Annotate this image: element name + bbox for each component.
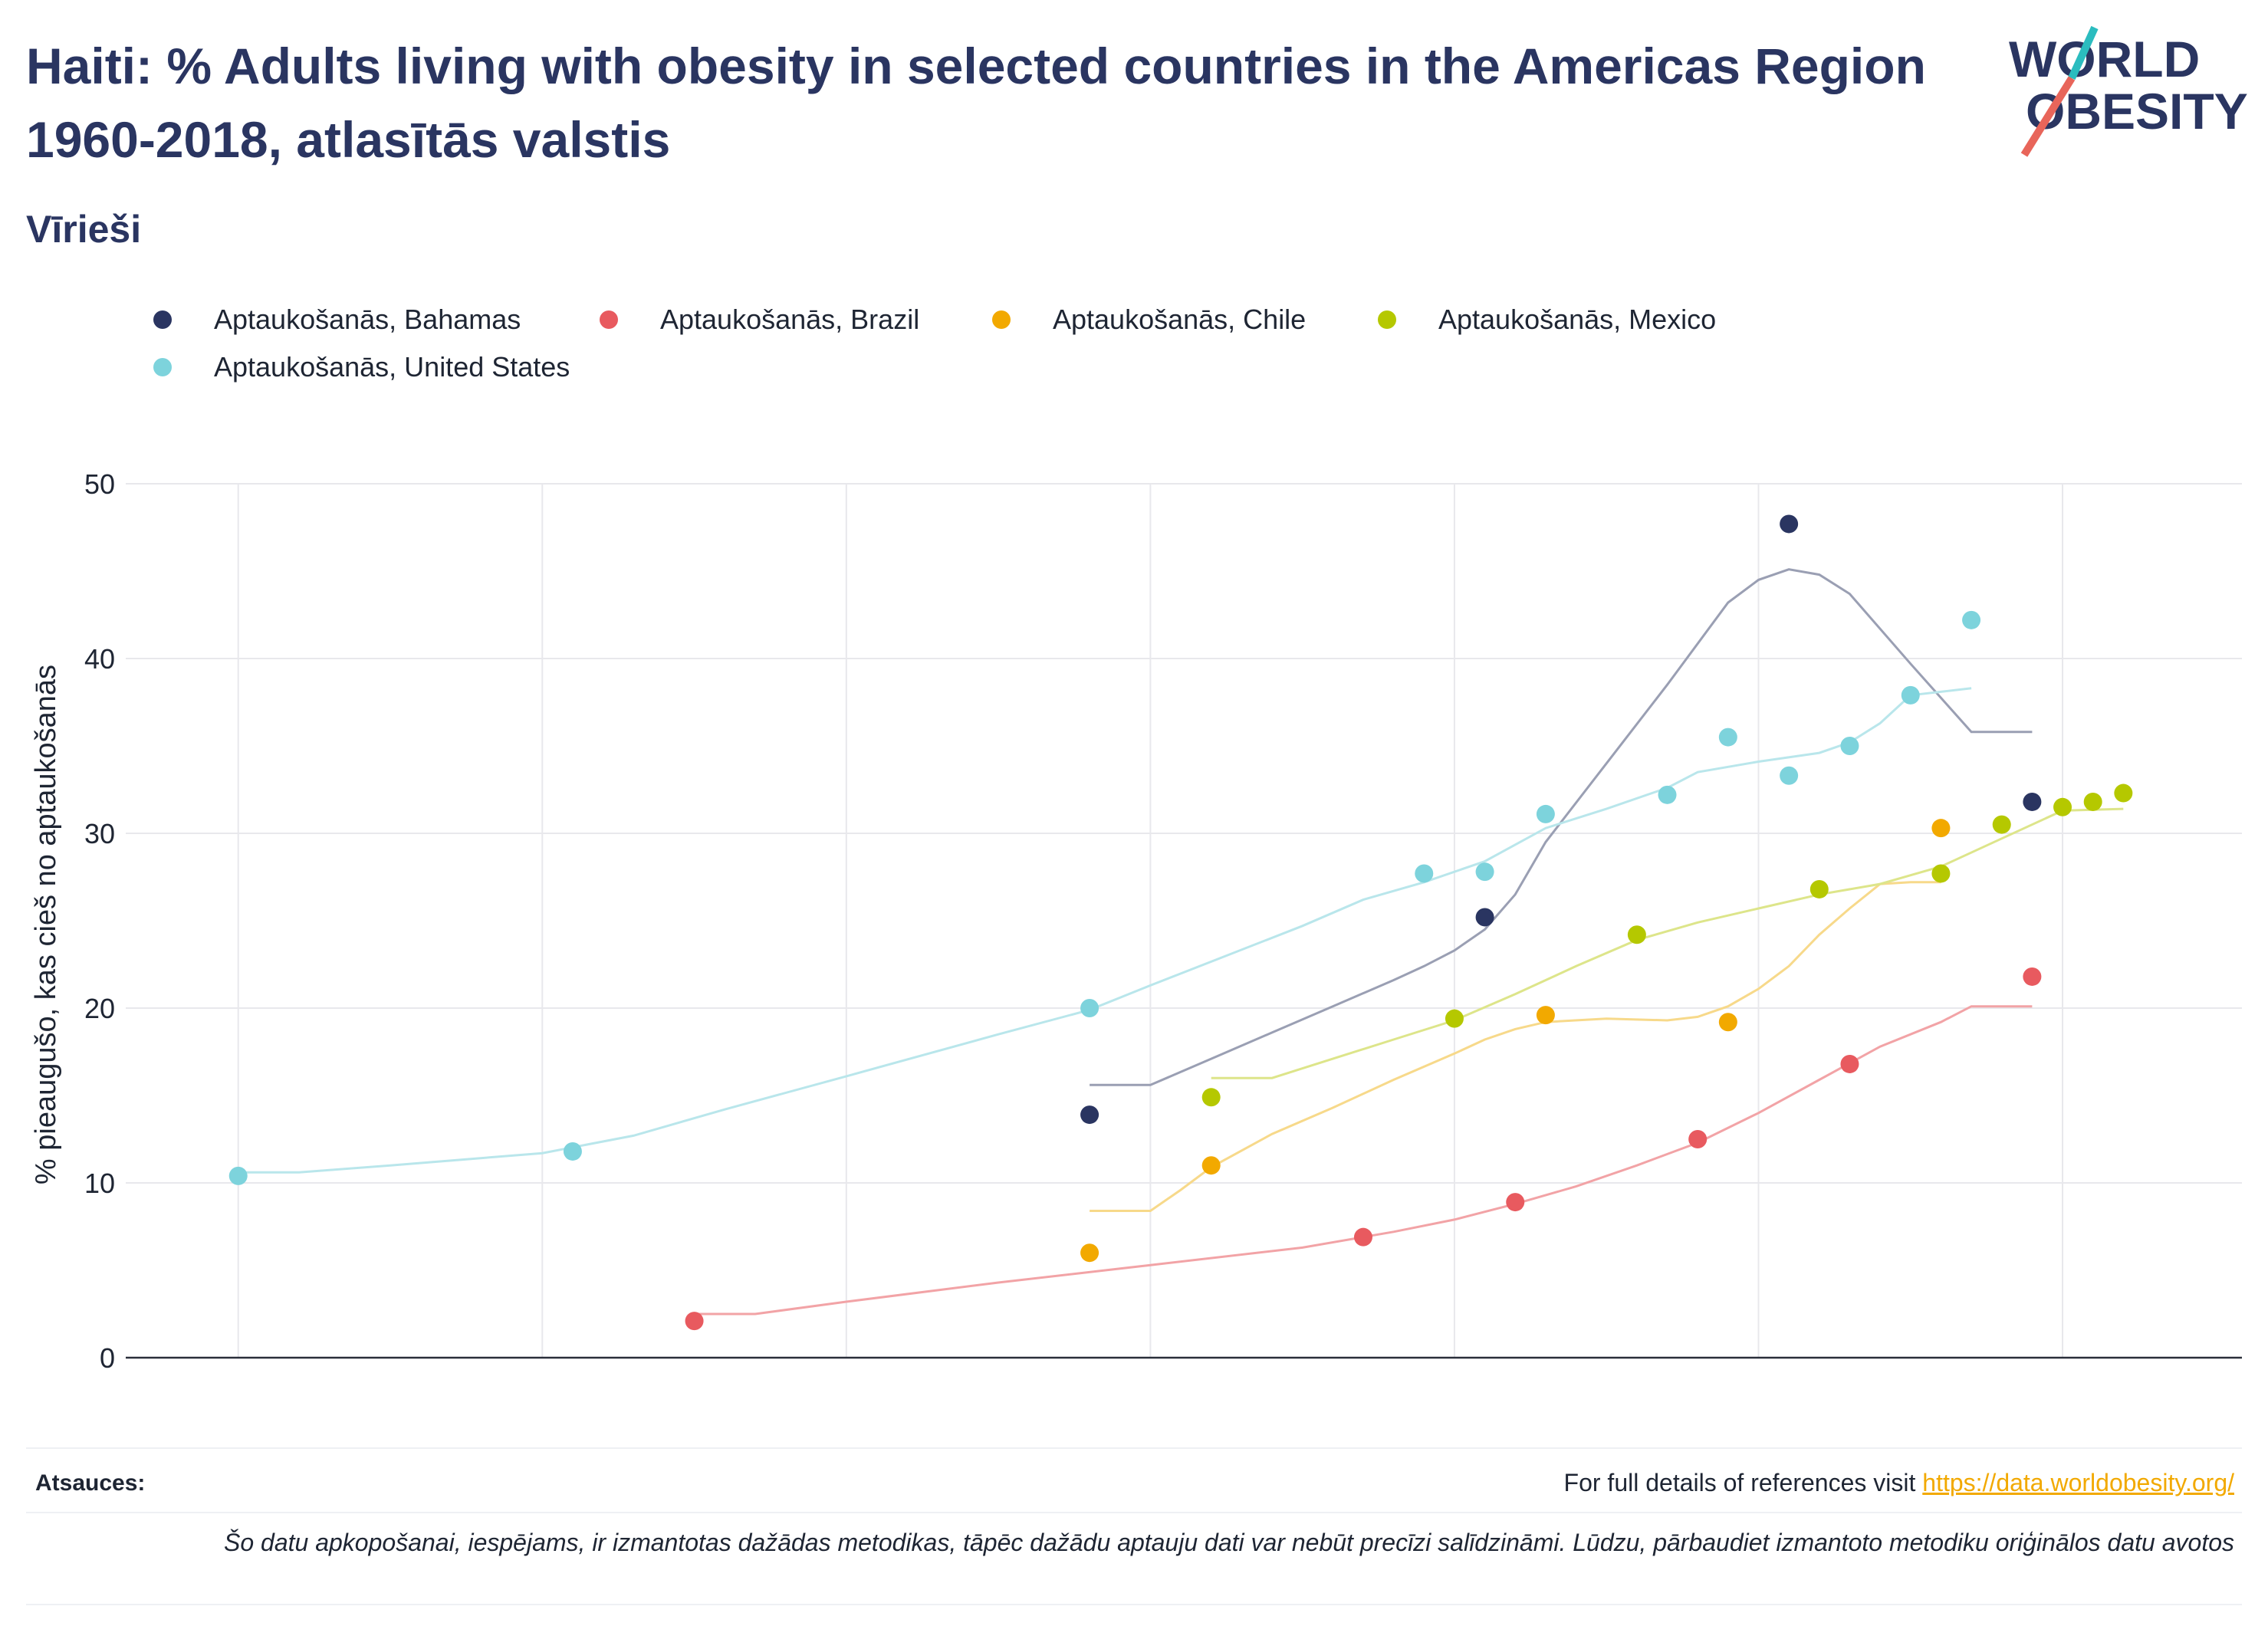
- x-tick-label: 1970: [511, 1367, 573, 1372]
- data-point: [1506, 1193, 1525, 1212]
- legend-marker: [992, 310, 1011, 329]
- references-label: Atsauces:: [35, 1470, 146, 1496]
- chart-subtitle: Vīrieši: [26, 208, 142, 251]
- x-tick-label: 1960: [208, 1367, 269, 1372]
- legend-label: Aptaukošanās, Chile: [1053, 304, 1307, 335]
- data-point: [1840, 1054, 1859, 1073]
- data-point: [2023, 967, 2042, 986]
- data-point: [685, 1312, 704, 1331]
- logo-line1: WORLD: [2009, 31, 2200, 87]
- x-tick-label: 2000: [1424, 1367, 1485, 1372]
- data-point: [1445, 1009, 1464, 1028]
- data-point: [1809, 879, 1829, 898]
- logo-slash-red: [2020, 76, 2076, 157]
- data-point: [1536, 1006, 1555, 1025]
- x-tick-label: 2010: [1727, 1367, 1789, 1372]
- legend-item[interactable]: Aptaukošanās, Chile: [992, 304, 1306, 336]
- legend-item[interactable]: Aptaukošanās, Bahamas: [153, 304, 521, 336]
- data-point: [1658, 785, 1677, 804]
- data-point: [228, 1166, 248, 1185]
- data-point: [1201, 1156, 1221, 1175]
- x-tick-label: 1980: [816, 1367, 877, 1372]
- y-axis-label: % pieaugušo, kas cieš no aptaukošanās: [30, 665, 62, 1184]
- methodology-note: Šo datu apkopošanai, iespējams, ir izman…: [224, 1529, 2234, 1556]
- logo-slash-teal: [2068, 25, 2099, 80]
- data-point: [1688, 1130, 1708, 1148]
- data-point: [1415, 864, 1434, 883]
- y-tick-label: 30: [84, 818, 115, 849]
- y-tick-label: 10: [84, 1168, 115, 1199]
- data-point: [2053, 797, 2072, 816]
- data-point: [1475, 862, 1494, 882]
- data-point: [1840, 737, 1859, 755]
- x-tick-labels: 1960 1970 1980 1990 2000 2010 2020: [208, 1367, 2093, 1372]
- legend-item[interactable]: Aptaukošanās, Brazil: [600, 304, 919, 336]
- data-point: [1201, 1088, 1221, 1107]
- legend-label: Aptaukošanās, Mexico: [1438, 304, 1717, 335]
- data-point: [1931, 864, 1951, 883]
- references-prefix: For full details of references visit: [1563, 1469, 1923, 1496]
- data-point: [2114, 783, 2133, 803]
- logo-line2: OBESITY: [2026, 83, 2248, 140]
- data-point: [1536, 804, 1555, 823]
- data-point: [1080, 1105, 1099, 1125]
- legend-item[interactable]: Aptaukošanās, Mexico: [1378, 304, 1716, 336]
- data-point: [563, 1141, 582, 1161]
- y-tick-label: 20: [84, 993, 115, 1024]
- legend-item[interactable]: Aptaukošanās, United States: [153, 351, 570, 383]
- data-point: [1080, 999, 1099, 1017]
- legend-marker: [153, 310, 172, 329]
- legend-label: Aptaukošanās, Bahamas: [214, 304, 521, 335]
- legend-marker: [1378, 310, 1396, 329]
- data-point: [1901, 685, 1920, 705]
- y-tick-label: 50: [84, 468, 115, 500]
- data-point: [1718, 1013, 1737, 1032]
- y-tick-label: 0: [100, 1342, 115, 1372]
- data-point: [2023, 792, 2042, 811]
- legend-label: Aptaukošanās, United States: [214, 351, 570, 383]
- trend-line-3: [1211, 807, 2124, 1079]
- chart-area: 0 10 20 30 40 50 1960 1970 1980 1990 2000 2010 2020…: [30, 468, 2242, 1372]
- y-tick-labels: 0 10 20 30 40 50: [84, 468, 115, 1372]
- trend-line-1: [694, 1005, 2033, 1316]
- data-points: [228, 514, 2133, 1331]
- y-tick-label: 40: [84, 643, 115, 675]
- legend-label: Aptaukošanās, Brazil: [660, 304, 920, 335]
- footer-divider: [26, 1604, 2242, 1605]
- trend-line-2: [1090, 881, 1941, 1212]
- footer-divider: [26, 1447, 2242, 1449]
- references-text: For full details of references visit htt…: [1564, 1469, 2234, 1497]
- data-point: [1353, 1227, 1372, 1247]
- legend-marker: [153, 358, 172, 376]
- trend-line-4: [238, 687, 1972, 1174]
- data-point: [1080, 1243, 1099, 1263]
- data-point: [1627, 925, 1646, 944]
- world-obesity-logo: WORLD OBESITY: [2009, 25, 2248, 157]
- data-point: [1780, 766, 1799, 785]
- data-point: [2083, 792, 2102, 811]
- references-link[interactable]: https://data.worldobesity.org/: [1922, 1469, 2234, 1496]
- chart-title: Haiti: % Adults living with obesity in s…: [26, 38, 1926, 168]
- grid: [126, 483, 2242, 1358]
- data-point: [1475, 908, 1494, 927]
- x-tick-label: 2020: [2032, 1367, 2093, 1372]
- x-tick-label: 1990: [1119, 1367, 1181, 1372]
- data-point: [1931, 819, 1951, 838]
- legend-marker: [600, 310, 618, 329]
- data-point: [1992, 815, 2011, 834]
- trend-lines: [238, 568, 2124, 1316]
- data-point: [1962, 610, 1981, 629]
- footer-divider: [26, 1512, 2242, 1513]
- trend-line-0: [1090, 568, 2033, 1086]
- data-point: [1780, 514, 1799, 534]
- data-point: [1718, 728, 1737, 747]
